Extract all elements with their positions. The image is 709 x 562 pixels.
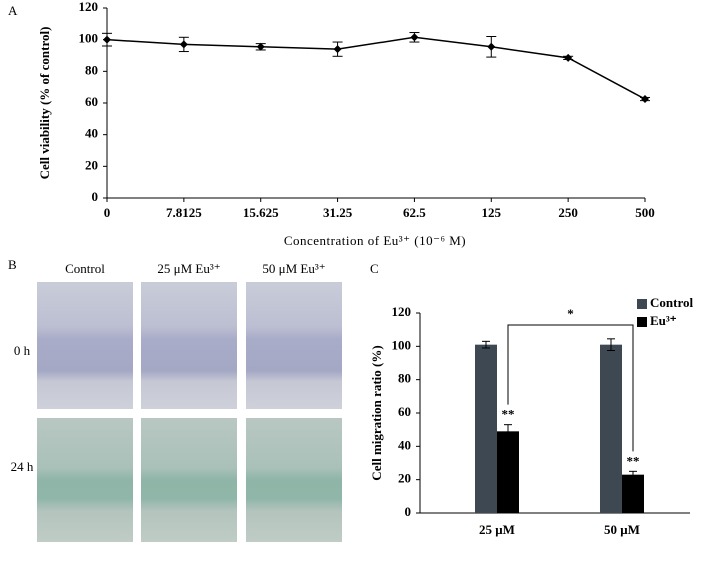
legend-swatch xyxy=(637,317,647,327)
y-tick-label: 100 xyxy=(79,31,99,46)
y-tick-label: 60 xyxy=(398,404,411,419)
legend-swatch xyxy=(637,299,647,309)
x-tick-label: 500 xyxy=(635,205,655,220)
bar xyxy=(497,431,519,513)
significance-bracket xyxy=(507,324,634,452)
marker xyxy=(256,42,265,51)
panel-label: A xyxy=(8,3,18,18)
y-axis-label: Cell viability (% of control) xyxy=(37,27,52,180)
legend-label: Control xyxy=(650,295,693,310)
column-label: 50 μM Eu³⁺ xyxy=(262,261,325,276)
micrograph xyxy=(246,282,342,409)
micrograph xyxy=(246,418,342,542)
y-tick-label: 20 xyxy=(85,157,98,172)
x-tick-label: 62.5 xyxy=(403,205,426,220)
bar xyxy=(622,474,644,513)
x-tick-label: 50 μM xyxy=(604,522,640,537)
significance: ** xyxy=(627,453,640,468)
row-label: 24 h xyxy=(11,459,34,474)
micrograph xyxy=(37,418,133,542)
y-tick-label: 60 xyxy=(85,94,98,109)
y-tick-label: 100 xyxy=(392,337,412,352)
x-axis-label: Concentration of Eu³⁺ (10⁻⁶ M) xyxy=(284,233,466,248)
y-tick-label: 20 xyxy=(398,471,411,486)
column-label: 25 μM Eu³⁺ xyxy=(157,261,220,276)
data-line xyxy=(106,36,646,100)
x-tick-label: 7.8125 xyxy=(166,205,202,220)
significance: ** xyxy=(502,407,515,422)
marker xyxy=(179,40,188,49)
micrograph xyxy=(141,418,237,542)
micrograph xyxy=(37,282,133,409)
marker xyxy=(103,35,111,44)
legend-label: Eu³⁺ xyxy=(650,313,677,328)
marker xyxy=(487,42,496,51)
y-tick-label: 0 xyxy=(405,504,412,519)
y-axis-label: Cell migration ratio (%) xyxy=(369,345,384,480)
panel-label: C xyxy=(370,261,379,276)
row-label: 0 h xyxy=(14,343,31,358)
micrograph-grid xyxy=(37,282,342,542)
y-tick-label: 80 xyxy=(85,62,98,77)
x-tick-label: 25 μM xyxy=(479,522,515,537)
y-tick-label: 120 xyxy=(392,304,412,319)
x-tick-label: 125 xyxy=(482,205,502,220)
y-tick-label: 40 xyxy=(85,126,98,141)
micrograph xyxy=(141,282,237,409)
panel-label: B xyxy=(8,257,17,272)
bar xyxy=(600,344,622,513)
x-tick-label: 250 xyxy=(558,205,578,220)
bar xyxy=(475,344,497,513)
y-tick-label: 80 xyxy=(398,371,411,386)
marker xyxy=(641,95,649,104)
marker xyxy=(564,53,573,62)
marker xyxy=(410,33,419,42)
y-tick-label: 40 xyxy=(398,437,411,452)
significance: * xyxy=(567,306,574,321)
y-tick-label: 120 xyxy=(79,0,99,14)
column-label: Control xyxy=(65,261,105,276)
marker xyxy=(333,45,342,54)
x-tick-label: 0 xyxy=(104,205,111,220)
x-tick-label: 31.25 xyxy=(323,205,353,220)
y-tick-label: 0 xyxy=(92,189,99,204)
x-tick-label: 15.625 xyxy=(243,205,279,220)
